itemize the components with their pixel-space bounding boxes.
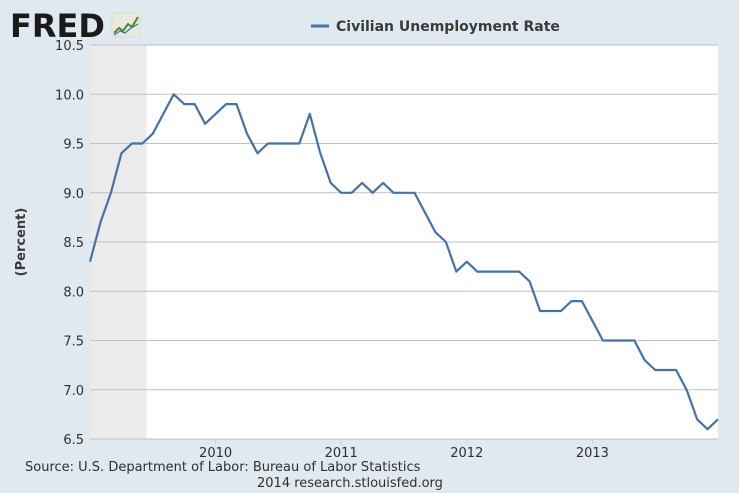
data-point[interactable] — [401, 190, 407, 196]
data-point[interactable] — [485, 269, 491, 275]
data-point[interactable] — [589, 318, 595, 324]
data-point[interactable] — [631, 338, 637, 344]
data-point[interactable] — [673, 367, 679, 373]
data-point[interactable] — [213, 111, 219, 117]
data-point[interactable] — [160, 111, 166, 117]
data-point[interactable] — [694, 416, 700, 422]
data-point[interactable] — [495, 269, 501, 275]
data-point[interactable] — [296, 141, 302, 147]
data-point[interactable] — [642, 357, 648, 363]
data-point[interactable] — [558, 308, 564, 314]
data-point[interactable] — [265, 141, 271, 147]
data-point[interactable] — [579, 298, 585, 304]
data-point[interactable] — [568, 298, 574, 304]
data-point[interactable] — [118, 150, 124, 156]
source-website[interactable]: 2014 research.stlouisfed.org — [257, 476, 443, 491]
data-point[interactable] — [663, 367, 669, 373]
data-point[interactable] — [234, 101, 240, 107]
data-point[interactable] — [307, 111, 313, 117]
data-point[interactable] — [411, 190, 417, 196]
data-point[interactable] — [87, 259, 93, 265]
data-point[interactable] — [715, 416, 721, 422]
x-axis: 2010 2011 2012 2013 — [199, 446, 609, 461]
y-tick-label: 10.0 — [55, 88, 84, 103]
data-point[interactable] — [328, 180, 334, 186]
data-point[interactable] — [422, 209, 428, 215]
data-point[interactable] — [223, 101, 229, 107]
data-point[interactable] — [275, 141, 281, 147]
data-point[interactable] — [610, 338, 616, 344]
data-point[interactable] — [527, 278, 533, 284]
data-point[interactable] — [349, 190, 355, 196]
y-tick-label: 7.0 — [63, 384, 84, 399]
data-point[interactable] — [254, 150, 260, 156]
data-point[interactable] — [380, 180, 386, 186]
data-point[interactable] — [516, 269, 522, 275]
y-tick-label: 9.5 — [63, 138, 84, 153]
data-point[interactable] — [317, 150, 323, 156]
x-tick-label: 2010 — [199, 446, 232, 461]
y-tick-label: 7.5 — [63, 335, 84, 350]
data-point[interactable] — [537, 308, 543, 314]
data-point[interactable] — [506, 269, 512, 275]
data-point[interactable] — [370, 190, 376, 196]
y-tick-label: 10.5 — [55, 39, 84, 54]
data-point[interactable] — [453, 269, 459, 275]
data-point[interactable] — [150, 131, 156, 137]
data-point[interactable] — [548, 308, 554, 314]
data-point[interactable] — [202, 121, 208, 127]
series-line-unemployment-rate[interactable] — [88, 93, 719, 431]
data-point[interactable] — [181, 101, 187, 107]
y-tick-label: 8.5 — [63, 236, 84, 251]
y-tick-label: 9.0 — [63, 187, 84, 202]
data-point[interactable] — [621, 338, 627, 344]
legend: Civilian Unemployment Rate — [311, 19, 560, 35]
data-point[interactable] — [338, 190, 344, 196]
data-point[interactable] — [391, 190, 397, 196]
data-point[interactable] — [474, 269, 480, 275]
y-tick-label: 8.0 — [63, 285, 84, 300]
y-axis: 10.5 10.0 9.5 9.0 8.5 8.0 7.5 7.0 6.5 — [55, 39, 84, 448]
legend-label: Civilian Unemployment Rate — [336, 19, 560, 35]
data-point[interactable] — [97, 219, 103, 225]
y-tick-label: 6.5 — [63, 433, 84, 448]
data-point[interactable] — [684, 387, 690, 393]
fred-logo[interactable]: FRED — [10, 7, 141, 45]
fred-logo-graph-line-2 — [113, 23, 139, 36]
x-tick-label: 2012 — [450, 446, 483, 461]
data-point[interactable] — [443, 239, 449, 245]
data-point[interactable] — [139, 141, 145, 147]
data-point[interactable] — [108, 190, 114, 196]
data-point[interactable] — [286, 141, 292, 147]
source-text: Source: U.S. Department of Labor: Bureau… — [25, 460, 421, 475]
data-point[interactable] — [432, 229, 438, 235]
fred-logo-graph-line — [113, 16, 139, 34]
x-tick-label: 2013 — [576, 446, 609, 461]
y-axis-label: (Percent) — [14, 208, 29, 277]
data-point[interactable] — [600, 338, 606, 344]
data-point[interactable] — [129, 141, 135, 147]
data-point[interactable] — [652, 367, 658, 373]
x-tick-marks — [215, 439, 593, 444]
fred-logo-text: FRED — [10, 7, 105, 45]
data-point[interactable] — [705, 426, 711, 432]
data-point[interactable] — [359, 180, 365, 186]
data-point[interactable] — [192, 101, 198, 107]
x-tick-label: 2011 — [325, 446, 358, 461]
data-point[interactable] — [244, 131, 250, 137]
data-point[interactable] — [464, 259, 470, 265]
data-point[interactable] — [171, 91, 177, 97]
